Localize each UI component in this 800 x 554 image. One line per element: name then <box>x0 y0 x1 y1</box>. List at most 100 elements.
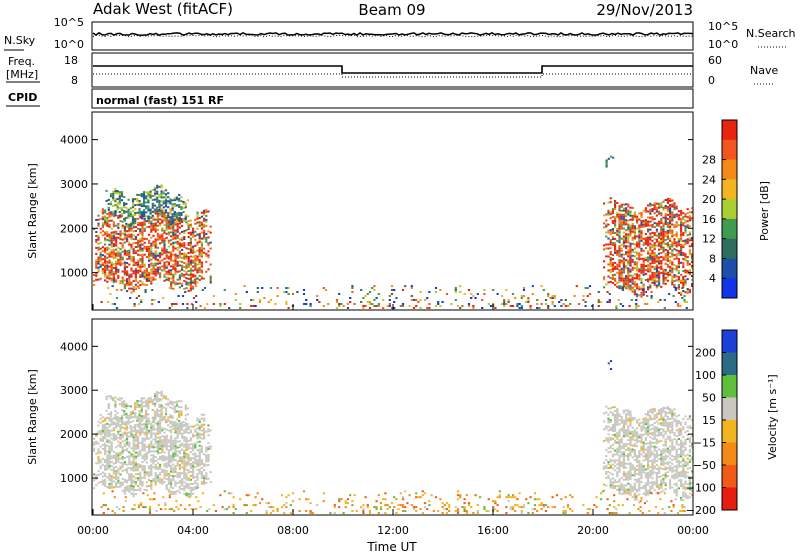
velocity-cell <box>153 418 157 421</box>
power-cell <box>618 219 621 222</box>
velocity-cell <box>203 429 206 432</box>
power-cell <box>276 287 279 289</box>
velocity-cell <box>647 467 650 470</box>
velocity-cell <box>644 431 647 433</box>
power-cell <box>183 254 186 256</box>
power-cell <box>199 305 202 307</box>
power-cell <box>194 276 197 279</box>
velocity-cell <box>647 412 650 415</box>
colorbar-segment <box>722 278 737 299</box>
power-cell <box>176 282 179 285</box>
velocity-cell <box>192 457 195 460</box>
power-cell <box>160 194 163 197</box>
velocity-cell <box>143 475 146 478</box>
power-cell <box>115 240 118 243</box>
velocity-cell <box>660 483 663 486</box>
velocity-cell <box>203 465 206 468</box>
power-cell <box>170 265 173 268</box>
velocity-cell <box>627 427 630 430</box>
power-cell <box>152 222 155 225</box>
velocity-cell <box>622 470 625 473</box>
power-cell <box>132 248 135 251</box>
velocity-cell <box>128 463 131 466</box>
velocity-cell <box>642 485 645 487</box>
velocity-cell <box>638 467 641 470</box>
velocity-cell <box>143 467 146 470</box>
power-cell <box>137 249 140 252</box>
power-cell <box>174 281 177 284</box>
velocity-cell <box>611 406 614 409</box>
velocity-cell <box>97 420 100 423</box>
velocity-cell <box>176 436 179 439</box>
velocity-cell <box>609 482 612 485</box>
velocity-cell <box>186 427 190 430</box>
power-cell <box>616 265 619 268</box>
velocity-cell <box>108 459 111 462</box>
velocity-cell <box>104 419 107 422</box>
y-tick-label: 4000 <box>60 134 88 147</box>
power-cell <box>680 239 683 242</box>
velocity-cell <box>169 400 172 403</box>
power-cell <box>627 271 630 274</box>
power-cell <box>636 269 639 272</box>
velocity-cell <box>156 391 159 393</box>
velocity-cell <box>156 398 159 401</box>
velocity-cell <box>120 415 124 418</box>
power-cell <box>104 223 107 226</box>
velocity-cell <box>108 451 111 454</box>
velocity-cell <box>171 415 174 418</box>
power-cell <box>677 288 680 291</box>
power-cell <box>647 230 650 233</box>
power-cell <box>629 258 632 261</box>
power-cell <box>631 288 634 291</box>
velocity-cell <box>101 475 104 478</box>
power-cell <box>651 255 654 258</box>
power-cell <box>104 231 107 234</box>
velocity-cell <box>640 433 643 436</box>
power-cell <box>198 266 201 269</box>
velocity-cell <box>134 428 137 430</box>
power-cell <box>688 249 691 252</box>
power-cell <box>154 278 157 281</box>
power-cell <box>660 222 663 224</box>
power-cell <box>649 284 652 287</box>
power-cell <box>599 301 603 303</box>
power-cell <box>187 277 190 280</box>
power-cell <box>644 221 647 224</box>
velocity-cell <box>142 423 146 425</box>
velocity-cell <box>636 435 639 438</box>
power-cell <box>638 246 641 249</box>
velocity-cell <box>605 439 608 442</box>
velocity-cell <box>119 451 122 454</box>
velocity-cell <box>653 414 656 417</box>
power-cell <box>686 292 689 294</box>
power-cell <box>627 287 630 290</box>
velocity-cell <box>176 450 179 453</box>
power-cell <box>159 260 162 263</box>
power-cell <box>174 229 177 232</box>
power-cell <box>677 252 680 255</box>
power-cell <box>130 269 133 272</box>
velocity-cell <box>171 407 174 410</box>
velocity-cell <box>655 479 658 482</box>
power-cell <box>134 263 137 266</box>
velocity-cell <box>137 455 140 458</box>
velocity-cell <box>620 427 623 430</box>
power-cell <box>611 220 614 223</box>
power-cell <box>142 209 146 212</box>
velocity-cell <box>150 464 153 467</box>
power-cell <box>128 279 131 282</box>
velocity-cell <box>627 457 630 459</box>
power-cell <box>324 289 328 291</box>
velocity-cell <box>662 448 665 451</box>
power-cell <box>618 251 621 254</box>
power-cell <box>684 269 687 272</box>
velocity-cell <box>167 480 170 483</box>
power-cell <box>686 278 689 281</box>
velocity-cell <box>104 482 107 485</box>
power-cell <box>123 235 126 238</box>
power-cell <box>131 214 135 217</box>
power-cell <box>660 263 663 266</box>
power-cell <box>591 305 594 307</box>
power-cell <box>629 244 632 247</box>
